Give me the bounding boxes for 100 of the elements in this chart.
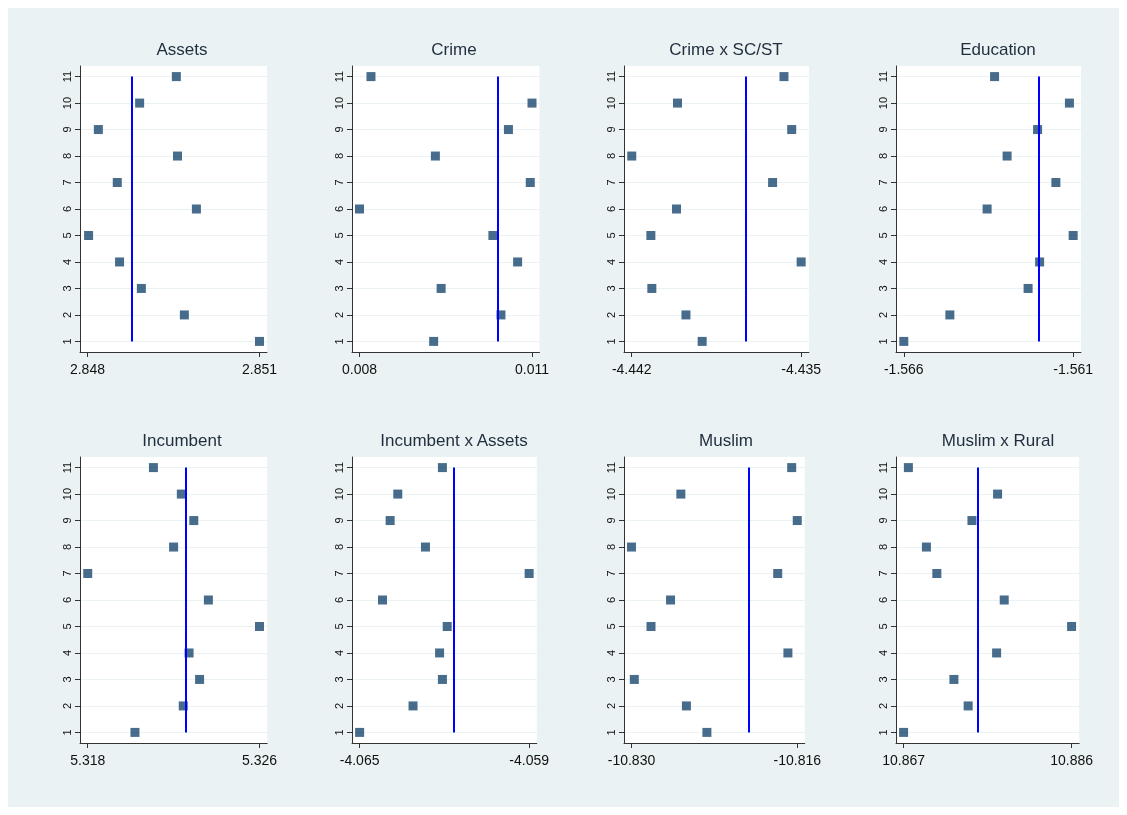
point <box>169 542 179 552</box>
y-tick-label: 11 <box>604 70 617 83</box>
point <box>681 701 691 711</box>
point <box>93 125 103 135</box>
point <box>442 621 452 631</box>
y-tick-label: 2 <box>60 311 73 318</box>
y-tick-label: 9 <box>604 517 617 524</box>
point <box>525 178 535 188</box>
y-tick-label: 1 <box>876 338 889 345</box>
y-tick-label: 2 <box>60 702 73 709</box>
point <box>993 489 1003 499</box>
y-tick-label: 11 <box>876 461 889 474</box>
point <box>254 621 264 631</box>
point <box>676 489 686 499</box>
y-tick-label: 5 <box>60 623 73 630</box>
y-tick-label: 1 <box>332 338 345 345</box>
point <box>787 125 797 135</box>
point <box>646 230 656 240</box>
point <box>420 542 430 552</box>
x-tick-label: 10.867 <box>882 752 926 768</box>
y-tick-label: 11 <box>60 461 73 474</box>
y-tick-label: 7 <box>604 179 617 186</box>
y-tick-label: 7 <box>60 570 73 577</box>
point <box>646 621 656 631</box>
point <box>354 204 364 214</box>
y-tick-label: 9 <box>876 126 889 133</box>
x-tick-label: 0.011 <box>515 361 550 377</box>
point <box>355 727 365 737</box>
chart-title: Assets <box>156 40 208 59</box>
y-tick-label: 6 <box>332 596 345 604</box>
y-tick-label: 2 <box>604 311 617 318</box>
y-tick-label: 1 <box>876 729 889 736</box>
point <box>429 336 439 346</box>
x-tick-label: -4.435 <box>781 361 822 377</box>
point <box>899 727 909 737</box>
y-tick-label: 6 <box>876 596 889 604</box>
y-tick-label: 11 <box>60 70 73 83</box>
y-tick-label: 3 <box>876 676 889 683</box>
y-tick-label: 3 <box>604 285 617 292</box>
x-tick-label: -10.816 <box>773 752 822 768</box>
point <box>171 72 181 82</box>
y-tick-label: 10 <box>60 487 73 501</box>
y-tick-label: 8 <box>332 543 345 551</box>
point <box>666 595 676 605</box>
y-tick-label: 5 <box>60 232 73 239</box>
y-tick-label: 3 <box>876 285 889 292</box>
y-tick-label: 8 <box>60 152 73 160</box>
point <box>172 151 182 161</box>
y-tick-label: 6 <box>876 205 889 213</box>
y-tick-label: 9 <box>604 126 617 133</box>
y-tick-label: 4 <box>332 649 345 657</box>
point <box>437 674 447 684</box>
y-tick-label: 2 <box>332 311 345 318</box>
point <box>792 516 802 526</box>
point <box>112 178 122 188</box>
point <box>83 569 93 579</box>
point <box>488 230 498 240</box>
y-tick-label: 10 <box>60 96 73 110</box>
point <box>203 595 213 605</box>
y-tick-label: 5 <box>332 232 345 239</box>
x-tick-label: -4.059 <box>509 752 550 768</box>
y-tick-label: 7 <box>60 179 73 186</box>
y-tick-label: 3 <box>60 676 73 683</box>
y-tick-label: 8 <box>876 152 889 160</box>
point <box>435 648 445 658</box>
point <box>1002 151 1012 161</box>
y-tick-label: 7 <box>332 179 345 186</box>
x-tick-label: -1.561 <box>1053 361 1094 377</box>
y-tick-label: 3 <box>60 285 73 292</box>
y-tick-label: 2 <box>876 311 889 318</box>
point <box>697 336 707 346</box>
y-tick-label: 5 <box>876 232 889 239</box>
point <box>999 595 1009 605</box>
point <box>627 151 637 161</box>
point <box>921 542 931 552</box>
x-tick-label: 2.851 <box>241 361 278 377</box>
point <box>84 230 94 240</box>
point <box>189 516 199 526</box>
point <box>1023 283 1033 293</box>
point <box>1067 621 1077 631</box>
point <box>1064 98 1074 108</box>
point <box>992 648 1002 658</box>
y-tick-label: 7 <box>332 570 345 577</box>
x-tick-label: -4.065 <box>339 752 380 768</box>
y-tick-label: 6 <box>604 205 617 213</box>
point <box>945 310 955 320</box>
y-tick-label: 10 <box>876 487 889 501</box>
y-tick-label: 4 <box>60 649 73 657</box>
point <box>982 204 992 214</box>
x-tick-label: -4.442 <box>611 361 652 377</box>
y-tick-label: 8 <box>60 543 73 551</box>
point <box>437 463 447 473</box>
y-tick-label: 4 <box>332 258 345 266</box>
point <box>130 727 140 737</box>
point <box>949 674 959 684</box>
point <box>513 257 523 267</box>
point <box>436 283 446 293</box>
y-tick-label: 6 <box>604 596 617 604</box>
chart-title: Crime <box>431 40 477 59</box>
y-tick-label: 9 <box>876 517 889 524</box>
